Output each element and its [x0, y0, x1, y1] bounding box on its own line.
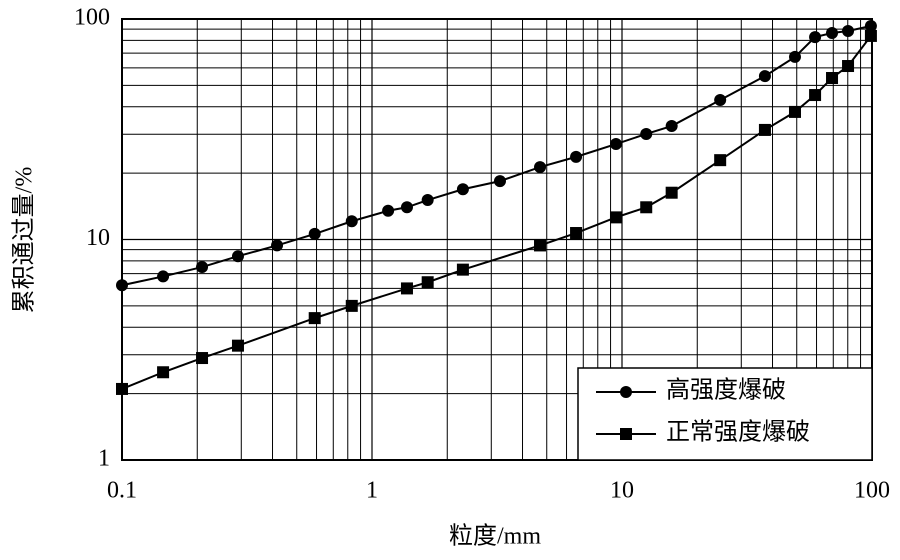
x-tick-label: 0.1	[107, 478, 137, 504]
marker	[196, 352, 209, 365]
marker	[640, 127, 653, 140]
marker	[116, 382, 128, 395]
y-tick-label: 100	[74, 5, 110, 31]
marker	[196, 261, 209, 274]
y-axis-label: 累积通过量/%	[11, 167, 38, 314]
x-tick-label: 10	[610, 478, 634, 504]
marker	[864, 29, 877, 42]
marker	[620, 428, 632, 440]
marker	[456, 183, 469, 196]
legend-box	[577, 367, 873, 461]
series-line	[121, 24, 872, 287]
marker	[809, 89, 822, 102]
marker	[345, 299, 358, 312]
marker	[665, 186, 678, 199]
marker	[382, 204, 395, 217]
x-tick-label: 100	[854, 478, 890, 504]
marker	[640, 201, 653, 214]
marker	[826, 72, 839, 85]
legend-label: 正常强度爆破	[666, 419, 810, 446]
marker	[758, 70, 771, 83]
marker	[157, 270, 170, 283]
marker	[271, 239, 284, 252]
y-tick-label: 1	[98, 446, 110, 472]
marker	[609, 138, 622, 151]
marker	[421, 194, 434, 207]
marker	[308, 312, 321, 325]
marker	[620, 386, 632, 398]
marker	[456, 263, 469, 276]
marker	[400, 282, 413, 295]
y-tick-label: 10	[86, 225, 110, 251]
marker	[116, 279, 128, 292]
marker	[864, 19, 877, 32]
marker	[157, 366, 170, 379]
marker	[842, 60, 855, 73]
marker	[493, 175, 506, 188]
marker	[534, 161, 547, 174]
marker	[570, 150, 583, 163]
marker	[665, 120, 678, 133]
marker	[421, 276, 434, 289]
marker	[842, 25, 855, 38]
marker	[714, 154, 727, 167]
marker	[231, 339, 244, 352]
marker	[570, 227, 583, 240]
x-tick-label: 1	[366, 478, 378, 504]
marker	[231, 250, 244, 263]
marker	[308, 227, 321, 240]
marker	[345, 215, 358, 228]
series-line	[121, 35, 872, 390]
marker	[534, 239, 547, 252]
marker	[714, 94, 727, 107]
legend-label: 高强度爆破	[666, 377, 786, 404]
plot-frame	[121, 18, 873, 461]
marker	[788, 105, 801, 118]
x-axis-label: 粒度/mm	[449, 523, 541, 550]
marker	[826, 26, 839, 39]
marker	[788, 50, 801, 63]
marker	[758, 123, 771, 136]
marker	[609, 211, 622, 224]
marker	[400, 201, 413, 214]
marker	[809, 31, 822, 44]
